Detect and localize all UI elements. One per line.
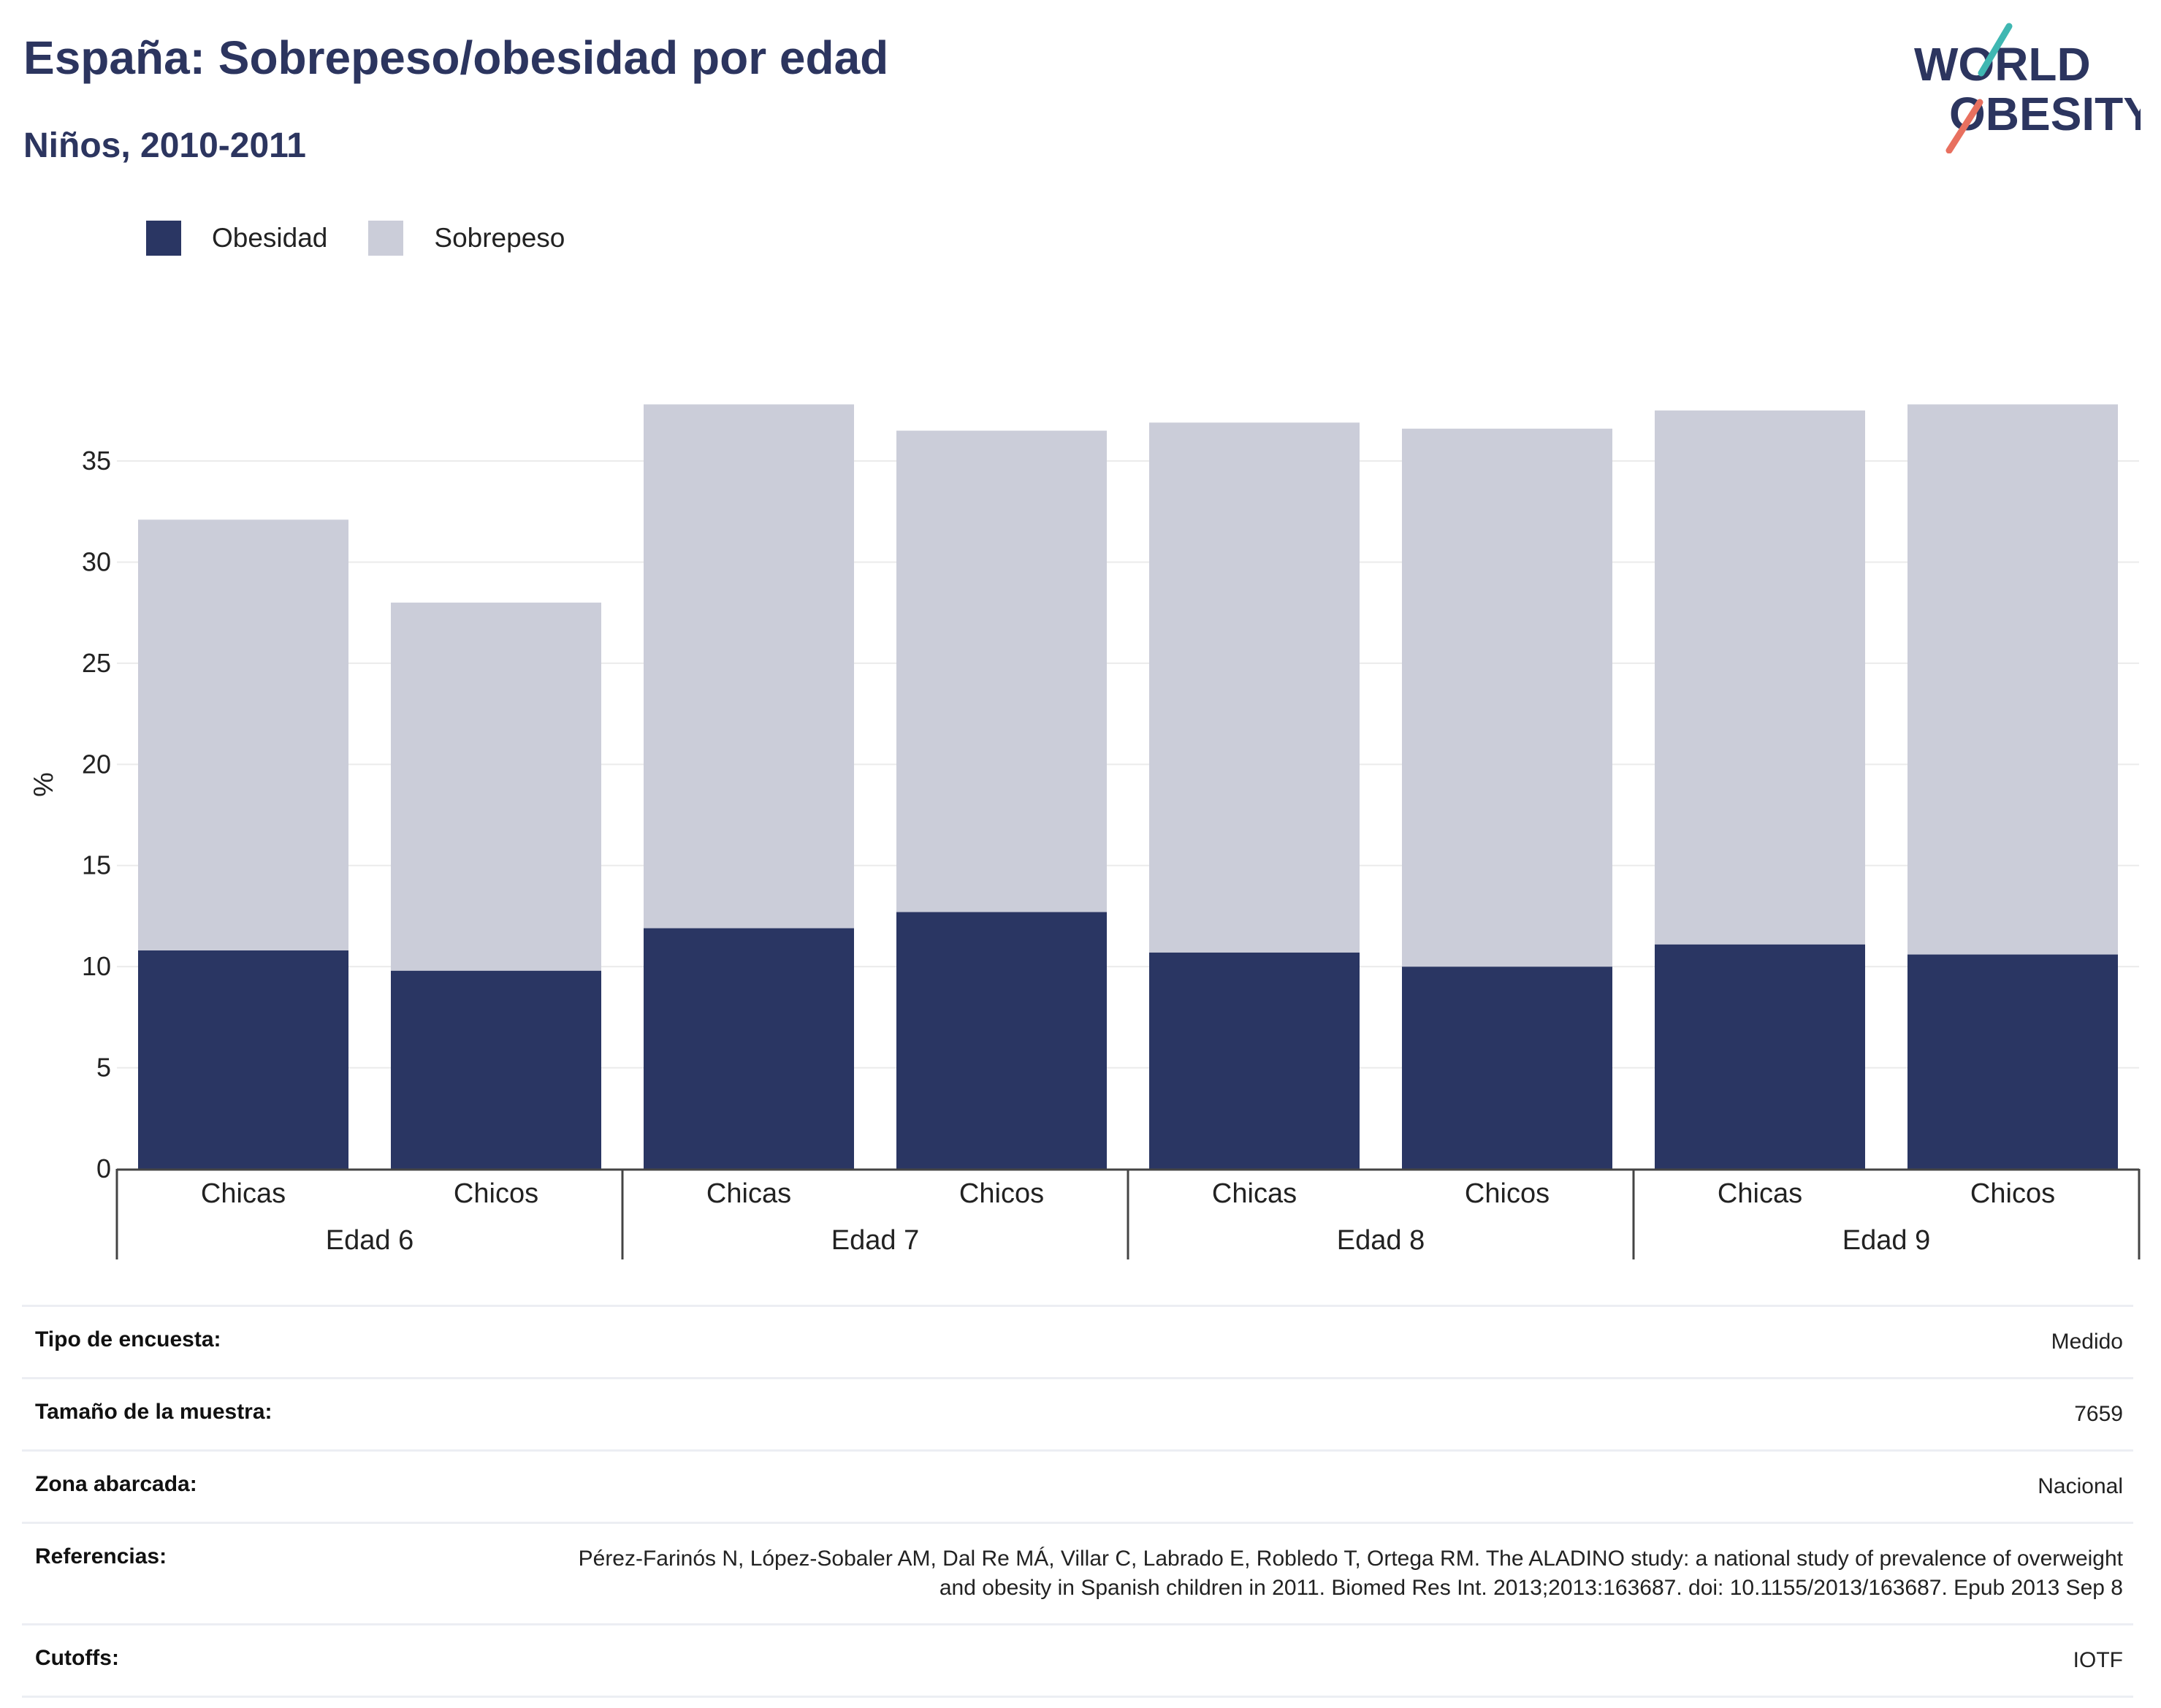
info-row-cutoffs: Cutoffs: IOTF: [22, 1623, 2133, 1698]
info-label-referencias: Referencias:: [35, 1544, 167, 1568]
world-obesity-logo: WORLD OBESITY: [1914, 23, 2141, 153]
chart-title: España: Sobrepeso/obesidad por edad: [23, 31, 889, 84]
bar-sobrepeso-1: [138, 519, 348, 951]
legend-item-sobrepeso[interactable]: Sobrepeso: [368, 221, 565, 256]
x-tick-label: Chicos: [1970, 1178, 2055, 1209]
bar-sobrepeso-3: [644, 404, 854, 929]
chart-subtitle: Niños, 2010-2011: [23, 126, 306, 165]
group-label: Edad 6: [326, 1225, 413, 1256]
info-value-cutoffs: IOTF: [2073, 1648, 2123, 1672]
bar-obesidad-1: [138, 950, 348, 1169]
y-tick-label: 5: [96, 1053, 111, 1083]
logo-slash-teal: [1978, 23, 2013, 77]
info-row-zona: Zona abarcada: Nacional: [22, 1449, 2133, 1522]
info-row-tipo: Tipo de encuesta: Medido: [22, 1305, 2133, 1377]
info-label-zona: Zona abarcada:: [35, 1472, 197, 1496]
survey-info-table: Tipo de encuesta: Medido Tamaño de la mu…: [22, 1305, 2133, 1698]
info-label-cutoffs: Cutoffs:: [35, 1646, 119, 1670]
bar-sobrepeso-4: [896, 430, 1107, 912]
y-tick-label: 30: [82, 546, 111, 576]
y-tick-label: 15: [82, 850, 111, 880]
bar-obesidad-3: [644, 928, 854, 1169]
x-tick-label: Chicas: [706, 1178, 791, 1209]
y-axis-label: %: [28, 772, 59, 797]
x-tick-label: Chicas: [1212, 1178, 1297, 1209]
info-row-muestra: Tamaño de la muestra: 7659: [22, 1377, 2133, 1449]
bar-obesidad-5: [1149, 952, 1360, 1169]
y-tick-label: 35: [82, 446, 111, 476]
x-tick-label: Chicos: [1465, 1178, 1550, 1209]
legend-label-obesidad: Obesidad: [212, 223, 328, 253]
y-tick-label: 10: [82, 951, 111, 981]
bar-obesidad-2: [391, 970, 601, 1169]
info-value-tipo: Medido: [2051, 1330, 2123, 1354]
x-tick-label: Chicos: [454, 1178, 538, 1209]
bar-sobrepeso-2: [391, 602, 601, 971]
x-tick-label: Chicos: [959, 1178, 1044, 1209]
info-value-referencias: Pérez-Farinós N, López-Sobaler AM, Dal R…: [578, 1547, 2123, 1600]
legend-label-sobrepeso: Sobrepeso: [434, 223, 565, 253]
group-label: Edad 7: [831, 1225, 919, 1256]
bar-obesidad-6: [1402, 967, 1612, 1169]
logo-slash-coral: [1945, 99, 1983, 153]
legend-item-obesidad[interactable]: Obesidad: [146, 221, 327, 256]
y-tick-label: 25: [82, 648, 111, 678]
bar-sobrepeso-5: [1149, 422, 1360, 953]
x-tick-label: Chicas: [201, 1178, 286, 1209]
stacked-bar-chart: 0 5 10 15 20 25 30 35% Chicas Chicos Chicas Chicos C…: [28, 404, 2141, 1259]
bar-obesidad-4: [896, 912, 1107, 1169]
legend-swatch-obesidad: [146, 221, 181, 256]
bar-obesidad-8: [1907, 954, 2118, 1169]
logo-text-world: WORLD: [1914, 38, 2091, 91]
y-tick-label: 0: [96, 1154, 111, 1183]
y-tick-label: 20: [82, 749, 111, 779]
bar-sobrepeso-6: [1402, 428, 1612, 967]
logo-text-obesity: OBESITY: [1949, 88, 2141, 140]
bar-sobrepeso-7: [1655, 410, 1865, 945]
bar-sobrepeso-8: [1907, 404, 2118, 955]
info-value-muestra: 7659: [2074, 1402, 2123, 1426]
info-label-muestra: Tamaño de la muestra:: [35, 1400, 272, 1424]
info-value-zona: Nacional: [2038, 1474, 2123, 1498]
chart-legend: Obesidad Sobrepeso: [146, 219, 606, 257]
group-label: Edad 9: [1842, 1225, 1930, 1256]
x-tick-label: Chicas: [1718, 1178, 1802, 1209]
legend-swatch-sobrepeso: [368, 221, 404, 256]
info-label-tipo: Tipo de encuesta:: [35, 1327, 221, 1351]
group-label: Edad 8: [1337, 1225, 1425, 1256]
info-row-referencias: Referencias: Pérez-Farinós N, López-Soba…: [22, 1522, 2133, 1623]
bar-obesidad-7: [1655, 944, 1865, 1169]
